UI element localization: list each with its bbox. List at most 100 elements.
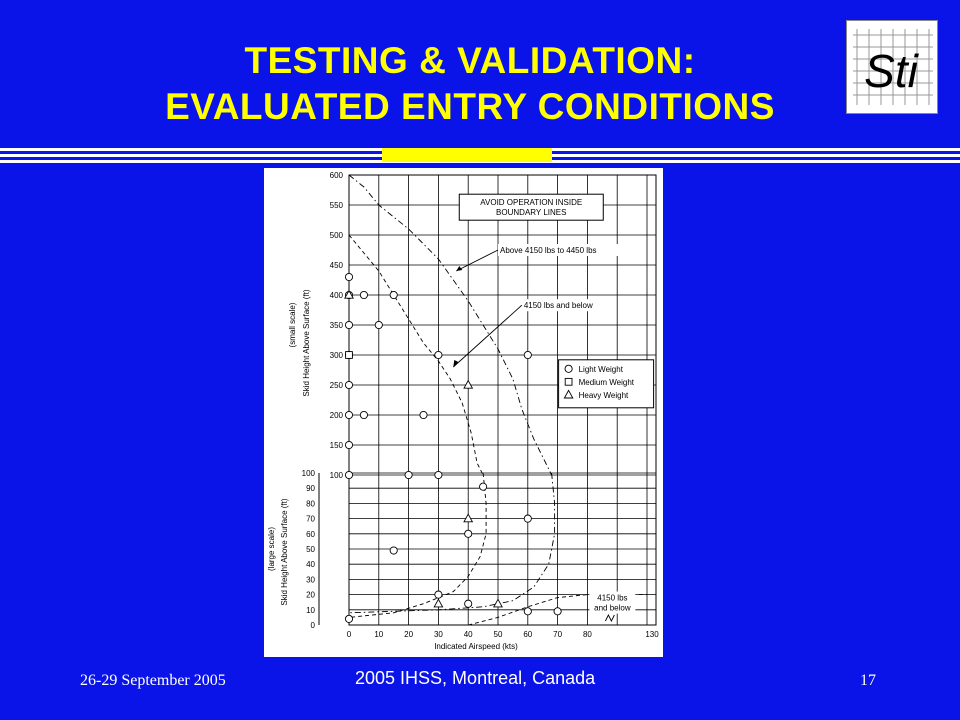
data-point-light-weight — [434, 470, 443, 480]
upper-y-tick-label: 150 — [330, 441, 344, 450]
callout-light-bg — [521, 299, 616, 312]
upper-y-tick-label: 400 — [330, 291, 344, 300]
x-axis-label: Indicated Airspeed (kts) — [434, 642, 518, 651]
title-line-1: TESTING & VALIDATION: — [244, 40, 696, 81]
entry-conditions-chart: 100 150 200 250 300 350 400 450 500 550 600 0 10 20 30… — [264, 168, 663, 657]
lower-y-tick-label: 50 — [306, 545, 315, 554]
sti-logo-graphic: Sti — [853, 29, 933, 105]
data-point-light-weight — [344, 320, 354, 330]
logo-text: Sti — [864, 45, 919, 97]
legend-marker-square — [564, 377, 573, 386]
axes: 1001502002503003504004505005506000102030… — [267, 171, 659, 651]
lower-y-tick-label: 40 — [306, 560, 315, 569]
x-tick-label: 40 — [464, 630, 473, 639]
data-point-light-weight — [434, 590, 443, 599]
boundary-heavy-upper — [348, 174, 553, 476]
callout-bottom-line-1: 4150 lbs — [597, 594, 627, 603]
data-point-light-weight — [374, 320, 383, 330]
lower-y-tick-label: 90 — [306, 484, 315, 493]
x-tick-label: 10 — [374, 630, 383, 639]
lower-y-tick-label: 10 — [306, 606, 315, 615]
boundary-lines — [348, 174, 647, 626]
x-tick-label: 70 — [553, 630, 562, 639]
callout-heavy-bg — [498, 244, 622, 256]
upper-y-tick-label: 100 — [330, 471, 344, 480]
data-point-light-weight — [479, 482, 488, 491]
upper-y-tick-label: 600 — [330, 171, 344, 180]
lower-y-axis-label: Skid Height Above Surface (ft) — [280, 498, 289, 606]
data-point-light-weight — [359, 290, 368, 300]
legend-marker-triangle — [563, 389, 574, 399]
lower-y-tick-label: 20 — [306, 591, 315, 600]
data-point-heavy-weight — [344, 289, 354, 299]
x-tick-label: 20 — [404, 630, 413, 639]
lower-y-tick-label: 60 — [306, 530, 315, 539]
title-line-2: EVALUATED ENTRY CONDITIONS — [165, 86, 775, 127]
data-points — [344, 272, 562, 623]
data-point-light-weight — [523, 514, 532, 523]
data-point-light-weight — [553, 607, 562, 616]
callout-heavy-text: Above 4150 lbs to 4450 lbs — [500, 246, 597, 255]
x-tick-label: 50 — [494, 630, 503, 639]
x-tick-label: 30 — [434, 630, 443, 639]
data-point-light-weight — [523, 350, 532, 360]
legend-label: Heavy Weight — [579, 391, 629, 400]
legend-box — [558, 359, 655, 409]
data-point-heavy-weight — [493, 598, 503, 608]
callout-bottom-line-2: and below — [594, 604, 631, 613]
upper-y-tick-label: 350 — [330, 321, 344, 330]
data-point-light-weight — [359, 410, 368, 420]
callout-light-leader — [452, 304, 523, 368]
upper-y-axis-label-scale: (small scale) — [288, 302, 297, 347]
upper-y-tick-label: 550 — [330, 201, 344, 210]
lower-y-tick-label: 70 — [306, 515, 315, 524]
data-point-medium-weight — [345, 351, 353, 359]
data-point-light-weight — [523, 607, 532, 616]
chart-svg: 1001502002503003504004505005506000102030… — [267, 171, 659, 651]
callout-light-text: 4150 lbs and below — [524, 301, 593, 310]
axis-break-mark — [604, 613, 615, 623]
slide-title: TESTING & VALIDATION: EVALUATED ENTRY CO… — [150, 38, 790, 130]
boundary-bottom-right — [468, 594, 647, 626]
legend-marker-circle — [564, 364, 573, 373]
data-point-light-weight — [419, 410, 428, 420]
data-point-light-weight — [389, 290, 398, 300]
x-tick-label: 0 — [347, 630, 352, 639]
callout-heavy-leader — [456, 249, 499, 272]
data-point-light-weight — [464, 529, 473, 538]
lower-y-tick-label: 30 — [306, 575, 315, 584]
legend-label: Medium Weight — [579, 378, 635, 387]
boundary-heavy-lower — [348, 472, 556, 614]
data-point-light-weight — [344, 380, 354, 390]
avoid-box-line-1: AVOID OPERATION INSIDE — [480, 198, 582, 207]
data-point-light-weight — [404, 470, 413, 480]
footer-date: 26-29 September 2005 — [80, 672, 226, 689]
page-number: 17 — [860, 672, 876, 689]
data-point-light-weight — [389, 546, 398, 555]
data-point-heavy-weight — [463, 379, 474, 389]
x-tick-label: 130 — [645, 630, 659, 639]
boundary-light-lower — [348, 472, 487, 618]
x-tick-label: 60 — [523, 630, 532, 639]
callout-light-arrowhead — [453, 360, 459, 367]
data-point-light-weight — [464, 599, 473, 608]
boundary-light-upper — [348, 234, 484, 476]
data-point-light-weight — [344, 410, 354, 420]
data-point-heavy-weight — [433, 598, 444, 608]
callout-heavy-arrowhead — [456, 266, 463, 271]
data-point-light-weight — [344, 614, 354, 623]
legend-label: Light Weight — [579, 365, 624, 374]
data-point-heavy-weight — [463, 513, 474, 523]
lower-y-tick-label: 0 — [311, 621, 316, 630]
data-point-light-weight — [434, 350, 443, 360]
data-point-light-weight — [344, 272, 354, 282]
sti-logo: Sti — [846, 20, 938, 114]
upper-y-tick-label: 450 — [330, 261, 344, 270]
lower-y-axis-label-scale: (large scale) — [267, 527, 276, 571]
data-point-light-weight — [344, 470, 354, 480]
plot-frame — [348, 174, 657, 626]
callout-bottom-bg — [589, 591, 636, 614]
upper-y-tick-label: 250 — [330, 381, 344, 390]
lower-y-tick-label: 80 — [306, 499, 315, 508]
